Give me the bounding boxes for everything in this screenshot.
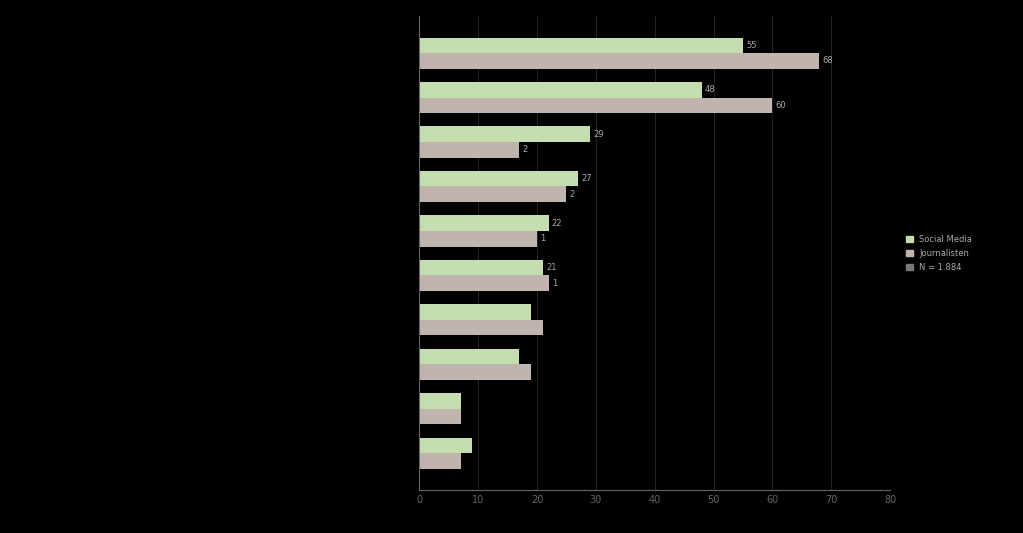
Bar bbox=[419, 349, 520, 365]
Bar bbox=[419, 231, 537, 246]
Bar bbox=[419, 82, 702, 98]
Text: 29: 29 bbox=[593, 130, 604, 139]
Text: 55: 55 bbox=[746, 41, 756, 50]
Bar bbox=[419, 171, 578, 187]
Bar bbox=[419, 409, 460, 424]
Text: 60: 60 bbox=[775, 101, 786, 110]
Bar bbox=[419, 98, 772, 113]
Text: 48: 48 bbox=[705, 85, 715, 94]
Text: 1: 1 bbox=[551, 279, 558, 288]
Bar bbox=[419, 320, 543, 335]
Bar bbox=[419, 53, 819, 69]
Bar bbox=[419, 393, 460, 409]
Bar bbox=[419, 438, 473, 453]
Bar bbox=[419, 276, 548, 291]
Bar bbox=[419, 365, 531, 380]
Text: 2: 2 bbox=[570, 190, 575, 199]
Bar bbox=[419, 187, 567, 202]
Text: 1: 1 bbox=[540, 234, 545, 243]
Text: 21: 21 bbox=[546, 263, 557, 272]
Text: 27: 27 bbox=[581, 174, 592, 183]
Text: 22: 22 bbox=[551, 219, 563, 228]
Bar bbox=[419, 453, 460, 469]
Legend: Social Media, Journalisten, N = 1.884: Social Media, Journalisten, N = 1.884 bbox=[903, 232, 975, 274]
Bar bbox=[419, 215, 548, 231]
Bar bbox=[419, 304, 531, 320]
Bar bbox=[419, 260, 543, 276]
Bar bbox=[419, 126, 590, 142]
Bar bbox=[419, 142, 520, 158]
Text: 2: 2 bbox=[523, 146, 528, 155]
Text: 68: 68 bbox=[822, 56, 833, 66]
Bar bbox=[419, 37, 743, 53]
